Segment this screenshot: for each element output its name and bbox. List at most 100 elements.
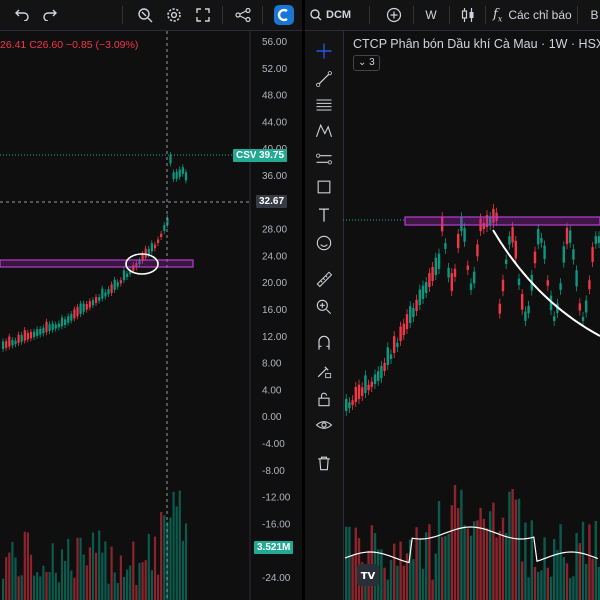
- ruler-icon[interactable]: [312, 267, 336, 291]
- candle-body: [543, 245, 546, 260]
- pattern-icon[interactable]: [312, 119, 336, 143]
- volume-bar: [70, 570, 73, 600]
- right-chart-pane[interactable]: TV CTCP Phân bón Dầu khí Cà Mau · 1W · H…: [305, 31, 600, 600]
- text-icon[interactable]: [312, 203, 336, 227]
- volume-bar: [91, 532, 95, 600]
- volume-bar: [175, 506, 178, 600]
- plus-circle-icon: [386, 7, 402, 23]
- candle-body: [138, 260, 141, 265]
- left-chart-pane[interactable]: 56.0052.0048.0044.0040.0036.0032.0028.00…: [0, 31, 302, 600]
- volume-bar: [135, 584, 138, 600]
- lock-drawing-icon[interactable]: [312, 359, 336, 383]
- redo-icon[interactable]: [38, 2, 62, 28]
- rectangle-icon[interactable]: [312, 175, 336, 199]
- candlestick-icon: [461, 8, 474, 22]
- volume-bar: [36, 572, 39, 600]
- candle-body: [42, 327, 45, 334]
- candle-style-button[interactable]: [457, 2, 479, 28]
- candle-body: [527, 305, 530, 314]
- volume-bar: [441, 536, 444, 600]
- candle-body: [463, 228, 466, 242]
- volume-bar: [153, 536, 157, 600]
- volume-bar: [157, 574, 160, 600]
- highlight-ellipse[interactable]: [125, 253, 159, 275]
- volume-bar: [79, 537, 82, 600]
- volume-bar: [575, 532, 578, 600]
- undo-icon[interactable]: [10, 2, 34, 28]
- magnet-icon[interactable]: [312, 331, 336, 355]
- price-axis-label: -16.00: [262, 519, 291, 530]
- candle-body: [160, 233, 163, 237]
- price-axis-label: 48.00: [262, 91, 287, 102]
- ohlc-legend: 26.41 C26.60 −0.85 (−3.09%): [0, 39, 139, 51]
- candles: [345, 203, 600, 416]
- measure-icon[interactable]: [312, 147, 336, 171]
- volume-bar: [594, 520, 597, 600]
- candle-body: [39, 328, 42, 335]
- candle-body: [14, 340, 17, 345]
- volume-bar: [521, 561, 524, 600]
- volume-bar: [543, 537, 546, 600]
- trend-line-icon[interactable]: [312, 67, 336, 91]
- volume-bar: [345, 526, 348, 600]
- gear-icon[interactable]: [163, 2, 185, 28]
- volume-bar: [60, 549, 64, 600]
- app-logo-icon[interactable]: [272, 2, 296, 28]
- volume-bar: [473, 521, 476, 600]
- indicator-count-badge[interactable]: ⌄ 3: [353, 55, 380, 71]
- emoji-icon[interactable]: [312, 231, 336, 255]
- candle-body: [157, 239, 160, 243]
- volume-bar: [2, 578, 5, 600]
- candle-body: [546, 280, 549, 286]
- eye-icon[interactable]: [312, 413, 336, 437]
- volume-bar: [138, 562, 141, 600]
- candle-body: [588, 280, 591, 290]
- separator: [122, 6, 123, 24]
- fullscreen-icon[interactable]: [192, 2, 214, 28]
- volume-bar: [67, 538, 70, 600]
- candle-body: [524, 311, 527, 321]
- right-chart-canvas[interactable]: TV: [305, 31, 600, 600]
- symbol-search[interactable]: DCM: [310, 2, 360, 28]
- volume-bar: [421, 568, 425, 600]
- candle-body: [135, 263, 138, 268]
- candle-body: [469, 283, 473, 290]
- zoom-in-icon[interactable]: [312, 295, 336, 319]
- pane-divider[interactable]: [302, 0, 305, 600]
- candle-body: [482, 222, 485, 229]
- fib-icon[interactable]: [312, 93, 336, 117]
- volume-bar: [17, 576, 20, 600]
- compare-add-button[interactable]: [383, 2, 405, 28]
- alert-button[interactable]: B: [590, 8, 599, 22]
- volume-bar: [110, 546, 113, 600]
- volume-bar: [533, 566, 537, 600]
- volume-bar: [485, 528, 489, 600]
- interval-button[interactable]: W: [425, 8, 437, 22]
- trash-icon[interactable]: [312, 451, 336, 475]
- share-icon[interactable]: [232, 2, 254, 28]
- volume-bar: [172, 491, 175, 600]
- candle-body: [453, 268, 457, 277]
- candle-body: [54, 324, 57, 329]
- left-chart-canvas[interactable]: 56.0052.0048.0044.0040.0036.0032.0028.00…: [0, 31, 302, 600]
- price-axis-label: 28.00: [262, 225, 287, 236]
- candle-body: [594, 236, 597, 244]
- lock-icon[interactable]: [312, 387, 336, 411]
- candle-body: [361, 387, 364, 396]
- candle-body: [367, 384, 370, 390]
- volume-bar: [444, 536, 447, 600]
- candle-body: [492, 208, 495, 223]
- crosshair-zoom-icon[interactable]: [134, 2, 156, 28]
- indicators-button[interactable]: fx Các chỉ báo: [493, 2, 600, 28]
- volume-bar: [354, 527, 357, 600]
- candle-body: [431, 267, 434, 281]
- volume-bar: [129, 565, 132, 600]
- volume-bars: [2, 490, 188, 600]
- volume-bar: [549, 576, 553, 600]
- tradingview-logo[interactable]: TV: [357, 564, 379, 586]
- crosshair-icon[interactable]: [312, 39, 336, 63]
- volume-bar: [88, 547, 91, 600]
- resistance-zone[interactable]: [404, 216, 600, 226]
- support-zone[interactable]: [0, 259, 194, 268]
- trend-arc-drawing[interactable]: [492, 229, 600, 337]
